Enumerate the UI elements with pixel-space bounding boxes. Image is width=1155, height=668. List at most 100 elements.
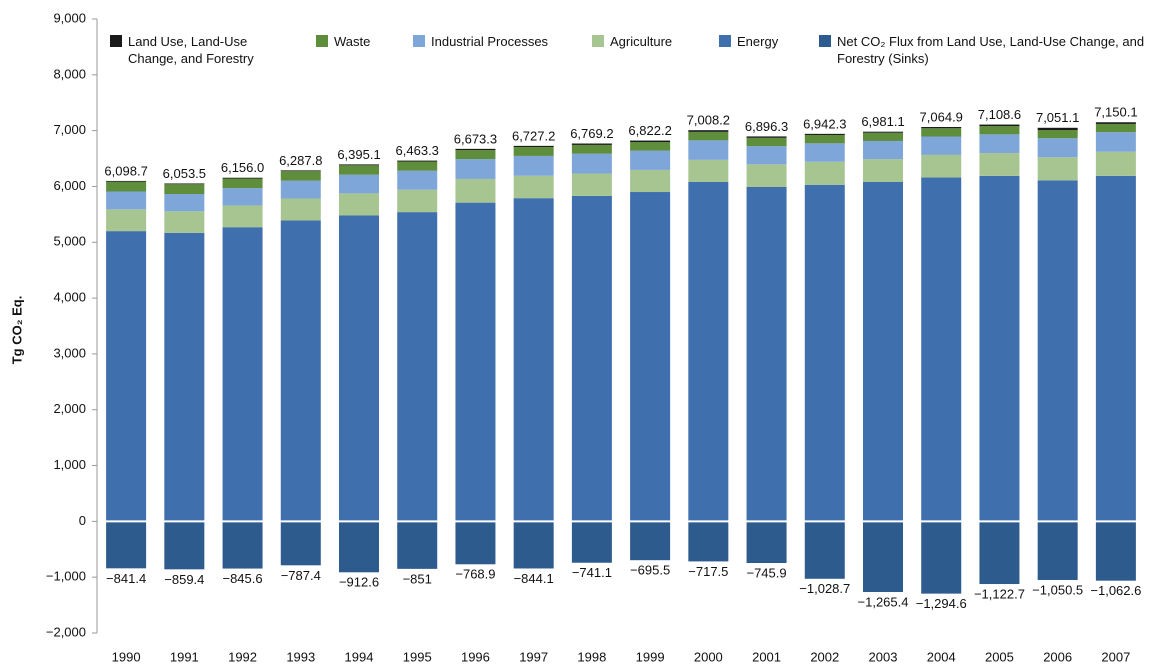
bar-segment [921,177,962,522]
bar-segment [106,231,147,522]
total-label: 6,727.2 [512,128,555,143]
bar-segment [979,521,1020,585]
bar-segment [455,159,496,179]
bar-segment [688,131,729,141]
bar-segment [1095,521,1136,581]
value-label: −851 [403,571,432,586]
bar-segment [1037,127,1078,131]
bar-segment [106,181,147,192]
bar-segment [513,198,554,522]
bar-segment [397,212,438,522]
bar-segment [106,521,147,569]
bar-segment [164,521,205,570]
value-label: −1,122.7 [974,586,1025,601]
total-label: 7,108.6 [978,107,1021,122]
bar-segment [455,150,496,160]
bar-segment [921,127,962,129]
bar-segment [1095,132,1136,152]
legend-swatch [413,35,425,47]
bar-segment [630,521,671,561]
legend-swatch [719,35,731,47]
y-tick-label: 5,000 [53,234,86,249]
bar-segment [455,521,496,565]
bar-segment [630,142,671,151]
total-label: 6,156.0 [221,160,264,175]
total-label: 7,150.1 [1094,105,1137,120]
bar-segment [630,169,671,193]
bar-segment [513,521,554,569]
value-label: −912.6 [339,575,379,590]
y-tick-label: 2,000 [53,401,86,416]
total-label: 6,053.5 [163,166,206,181]
bar-segment [455,148,496,151]
x-tick-label: 2002 [810,649,839,664]
bar-segment [397,161,438,171]
y-tick-label: 0 [79,513,86,528]
x-tick-label: 1997 [519,649,548,664]
value-label: −1,050.5 [1032,582,1083,597]
x-tick-label: 2001 [752,649,781,664]
bar-segment [280,170,321,172]
bar-segment [979,134,1020,154]
bar-segment [1095,123,1136,133]
bar-segment [688,140,729,160]
bar-segment [863,140,903,160]
bar-segment [571,521,612,563]
bar-segment [746,164,787,187]
legend-label: Land Use, Land-Use Change, and Forestry [128,34,254,66]
bar-segment [1037,521,1078,581]
bar-segment [1037,180,1078,522]
x-tick-label: 1990 [112,649,141,664]
bar-segment [397,189,438,213]
bar-segment [222,178,263,189]
bar-segment [1095,122,1136,124]
y-tick-label: 3,000 [53,345,86,360]
total-label: 7,051.1 [1036,110,1079,125]
total-label: 6,981.1 [861,114,904,129]
bar-segment [688,159,729,182]
bar-segment [106,191,147,210]
bar-segment [571,195,612,522]
value-label: −1,062.6 [1090,583,1141,598]
legend-label: Net CO₂ Flux from Land Use, Land-Use Cha… [837,34,1145,66]
bar-segment [979,153,1020,176]
value-label: −717.5 [688,564,728,579]
x-tick-label: 2007 [1101,649,1130,664]
y-tick-label: −1,000 [46,569,86,584]
bar-segment [746,146,787,165]
bar-segment [1037,157,1078,181]
bar-segment [571,173,612,196]
bar-segment [222,177,263,179]
value-label: −844.1 [514,571,554,586]
y-tick-label: 8,000 [53,66,86,81]
bar-segment [339,174,379,194]
bar-segment [164,232,205,522]
bar-segment [979,126,1020,135]
bar-segment [339,193,379,216]
bar-segment [397,170,438,190]
bar-segment [863,521,903,592]
bar-segment [863,131,903,133]
y-axis-label: Tg CO₂ Eq. [9,296,24,365]
x-tick-label: 2000 [694,649,723,664]
legend-label: Waste [334,34,371,49]
bar-segment [513,155,554,176]
bar-segment [455,202,496,522]
bar-segment [921,128,962,137]
y-tick-label: 1,000 [53,457,86,472]
bar-segment [1095,151,1136,176]
x-tick-label: 1993 [286,649,315,664]
x-tick-label: 1991 [170,649,199,664]
total-label: 6,463.3 [396,143,439,158]
bar-segment [921,154,962,178]
bar-segment [513,146,554,156]
bar-segment [1095,175,1136,522]
bar-segment [1037,130,1078,139]
bar-segment [804,133,845,135]
bar-segment [397,521,438,569]
bar-segment [164,184,205,195]
bar-segment [746,186,787,522]
x-tick-label: 1999 [636,649,665,664]
total-label: 6,287.8 [279,153,322,168]
bar-segment [222,521,263,569]
